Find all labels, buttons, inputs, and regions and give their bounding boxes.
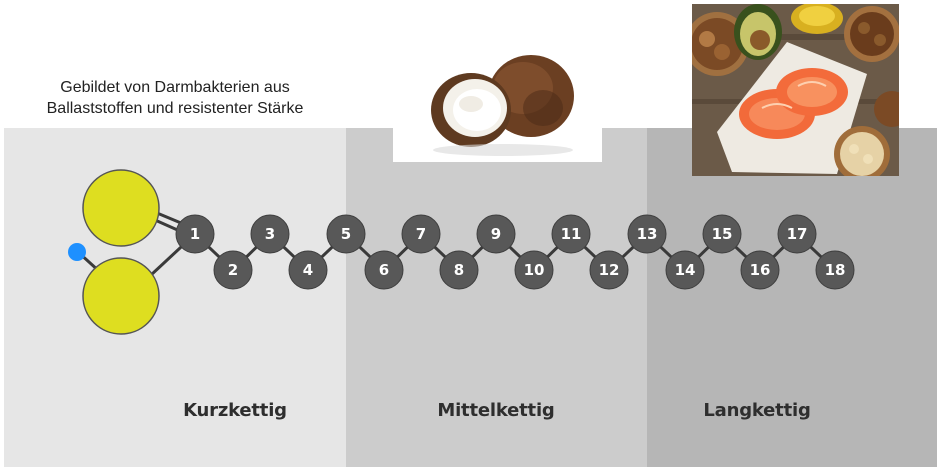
carbon-atom-label: 11 [561,225,582,243]
short-chain-caption: Gebildet von Darmbakterien aus Ballastst… [20,77,330,119]
coconut-image [393,38,602,162]
carbon-atom-circle [364,250,404,290]
carbon-atom-circle [250,214,290,254]
medium-chain-label: Mittelkettig [437,400,555,421]
carbon-atom-label: 18 [825,261,846,279]
carbon-atom-circle [777,214,817,254]
hydroxyl-oxygen-atom [82,257,160,335]
carbon-atom-circle [551,214,591,254]
carbon-atom-label: 17 [787,225,808,243]
carbon-atom-label: 15 [712,225,733,243]
carbon-atom-8: 8 [439,250,479,290]
carbon-atom-label: 8 [454,261,464,279]
carbon-atom-circle [439,250,479,290]
carbon-atom-6: 6 [364,250,404,290]
carbon-atom-label: 9 [491,225,501,243]
hydrogen-atom [68,243,86,261]
healthy-fats-food-image [692,4,899,176]
carbon-atom-label: 5 [341,225,351,243]
carbon-atom-label: 16 [750,261,771,279]
caption-line-2: Ballaststoffen und resistenter Stärke [46,100,304,117]
carbon-atom-circle [514,250,554,290]
carbon-atom-circle [702,214,742,254]
carbon-atom-label: 7 [416,225,426,243]
carbon-atom-circle [740,250,780,290]
carbon-atom-3: 3 [250,214,290,254]
carbon-atom-1: 1 [175,214,215,254]
carbon-atom-circle [476,214,516,254]
carbon-atom-label: 1 [190,225,200,243]
long-chain-region [647,128,937,467]
carbon-atom-4: 4 [288,250,328,290]
carbon-atom-10: 10 [514,250,554,290]
carbon-atom-circle [288,250,328,290]
short-chain-region [4,128,346,467]
carbon-atom-7: 7 [401,214,441,254]
long-chain-label: Langkettig [703,400,811,421]
carbon-atom-label: 12 [599,261,620,279]
double-bonded-oxygen-atom [82,169,160,247]
carbon-atom-circle [627,214,667,254]
short-chain-label: Kurzkettig [183,400,287,421]
carbon-atom-circle [815,250,855,290]
carbon-atom-circle [326,214,366,254]
carbon-atom-label: 4 [303,261,313,279]
carbon-atom-label: 3 [265,225,275,243]
carbon-atom-14: 14 [665,250,705,290]
carbon-atom-circle [213,250,253,290]
carbon-atom-label: 2 [228,261,238,279]
carbon-atom-circle [589,250,629,290]
carbon-atom-15: 15 [702,214,742,254]
carbon-atom-circle [401,214,441,254]
carbon-atom-label: 6 [379,261,389,279]
caption-line-1: Gebildet von Darmbakterien aus [60,79,290,96]
carbon-atom-11: 11 [551,214,591,254]
carbon-atom-9: 9 [476,214,516,254]
carbon-atom-13: 13 [627,214,667,254]
carbon-atom-label: 10 [524,261,545,279]
carbon-atom-5: 5 [326,214,366,254]
carbon-atom-circle [665,250,705,290]
carbon-atom-circle [175,214,215,254]
carbon-atom-label: 14 [675,261,696,279]
carbon-atom-16: 16 [740,250,780,290]
medium-chain-region [346,128,647,467]
carbon-atom-17: 17 [777,214,817,254]
carbon-atom-18: 18 [815,250,855,290]
carbon-atom-12: 12 [589,250,629,290]
carbon-atom-label: 13 [637,225,658,243]
carbon-atom-2: 2 [213,250,253,290]
